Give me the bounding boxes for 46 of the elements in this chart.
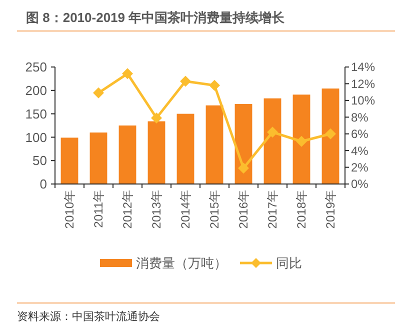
point	[122, 68, 133, 80]
x-tick-label: 2014年	[178, 190, 192, 229]
x-tick-label: 2010年	[62, 190, 76, 229]
bar	[148, 121, 166, 184]
point	[325, 128, 336, 140]
point	[93, 87, 104, 98]
bar	[264, 98, 282, 184]
point	[267, 126, 278, 138]
y2-tick-label: 0%	[351, 177, 369, 192]
y-tick-label: 0	[40, 176, 47, 192]
y2-tick-label: 4%	[351, 144, 369, 158]
y2-tick-label: 6%	[351, 127, 369, 142]
point	[209, 80, 220, 91]
y2-tick-label: 2%	[351, 160, 369, 174]
point	[238, 162, 249, 174]
bar	[60, 138, 78, 184]
bar	[206, 105, 224, 184]
x-tick-label: 2013年	[150, 190, 164, 229]
bar	[118, 126, 136, 184]
y2-tick-label: 12%	[351, 76, 376, 91]
x-tick-label: 2012年	[120, 190, 134, 229]
y-tick-label: 150	[25, 106, 47, 122]
y2-tick-label: 14%	[351, 60, 376, 74]
x-tick-label: 2019年	[324, 190, 338, 229]
point	[296, 136, 307, 147]
x-tick-label: 2015年	[208, 190, 222, 229]
bar	[322, 88, 340, 184]
legend-label: 同比	[276, 256, 302, 271]
y-tick-label: 50	[32, 153, 47, 168]
x-tick-label: 2018年	[294, 190, 308, 229]
bar	[90, 132, 108, 184]
y2-tick-label: 10%	[351, 94, 376, 108]
point	[180, 76, 191, 87]
y-tick-label: 200	[25, 82, 47, 98]
legend-label: 消费量（万吨）	[136, 256, 227, 271]
x-tick-label: 2017年	[266, 190, 280, 229]
point	[151, 112, 162, 124]
x-tick-label: 2016年	[236, 190, 250, 229]
text: 资料来源：中国茶叶流通协会	[17, 310, 160, 323]
y-tick-label: 250	[25, 60, 47, 75]
bar	[176, 114, 194, 184]
chart-title: 图 8：2010-2019 年中国茶叶消费量持续增长	[26, 10, 286, 25]
y-tick-label: 100	[25, 130, 47, 145]
x-tick-label: 2011年	[92, 190, 106, 228]
bar	[292, 94, 310, 184]
y2-tick-label: 8%	[351, 110, 369, 124]
